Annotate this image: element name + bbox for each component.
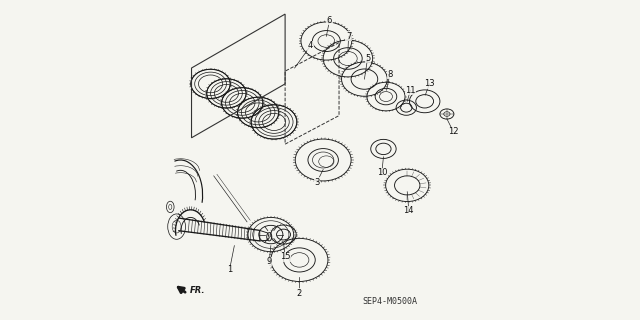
Text: 5: 5 bbox=[365, 54, 370, 63]
Text: 9: 9 bbox=[267, 257, 272, 266]
Text: SEP4-M0500A: SEP4-M0500A bbox=[362, 297, 417, 306]
Text: 4: 4 bbox=[308, 41, 313, 50]
Text: 15: 15 bbox=[280, 252, 291, 261]
Text: FR.: FR. bbox=[190, 285, 205, 295]
Text: 7: 7 bbox=[346, 32, 351, 41]
Text: 13: 13 bbox=[424, 79, 435, 88]
Text: 1: 1 bbox=[227, 265, 232, 274]
Text: 3: 3 bbox=[314, 178, 319, 187]
Text: 11: 11 bbox=[405, 86, 415, 95]
Text: 6: 6 bbox=[327, 16, 332, 25]
Text: 8: 8 bbox=[387, 70, 392, 79]
Text: 12: 12 bbox=[448, 127, 458, 136]
Text: 10: 10 bbox=[376, 168, 387, 177]
Text: 2: 2 bbox=[297, 289, 302, 298]
Text: 14: 14 bbox=[404, 206, 414, 215]
